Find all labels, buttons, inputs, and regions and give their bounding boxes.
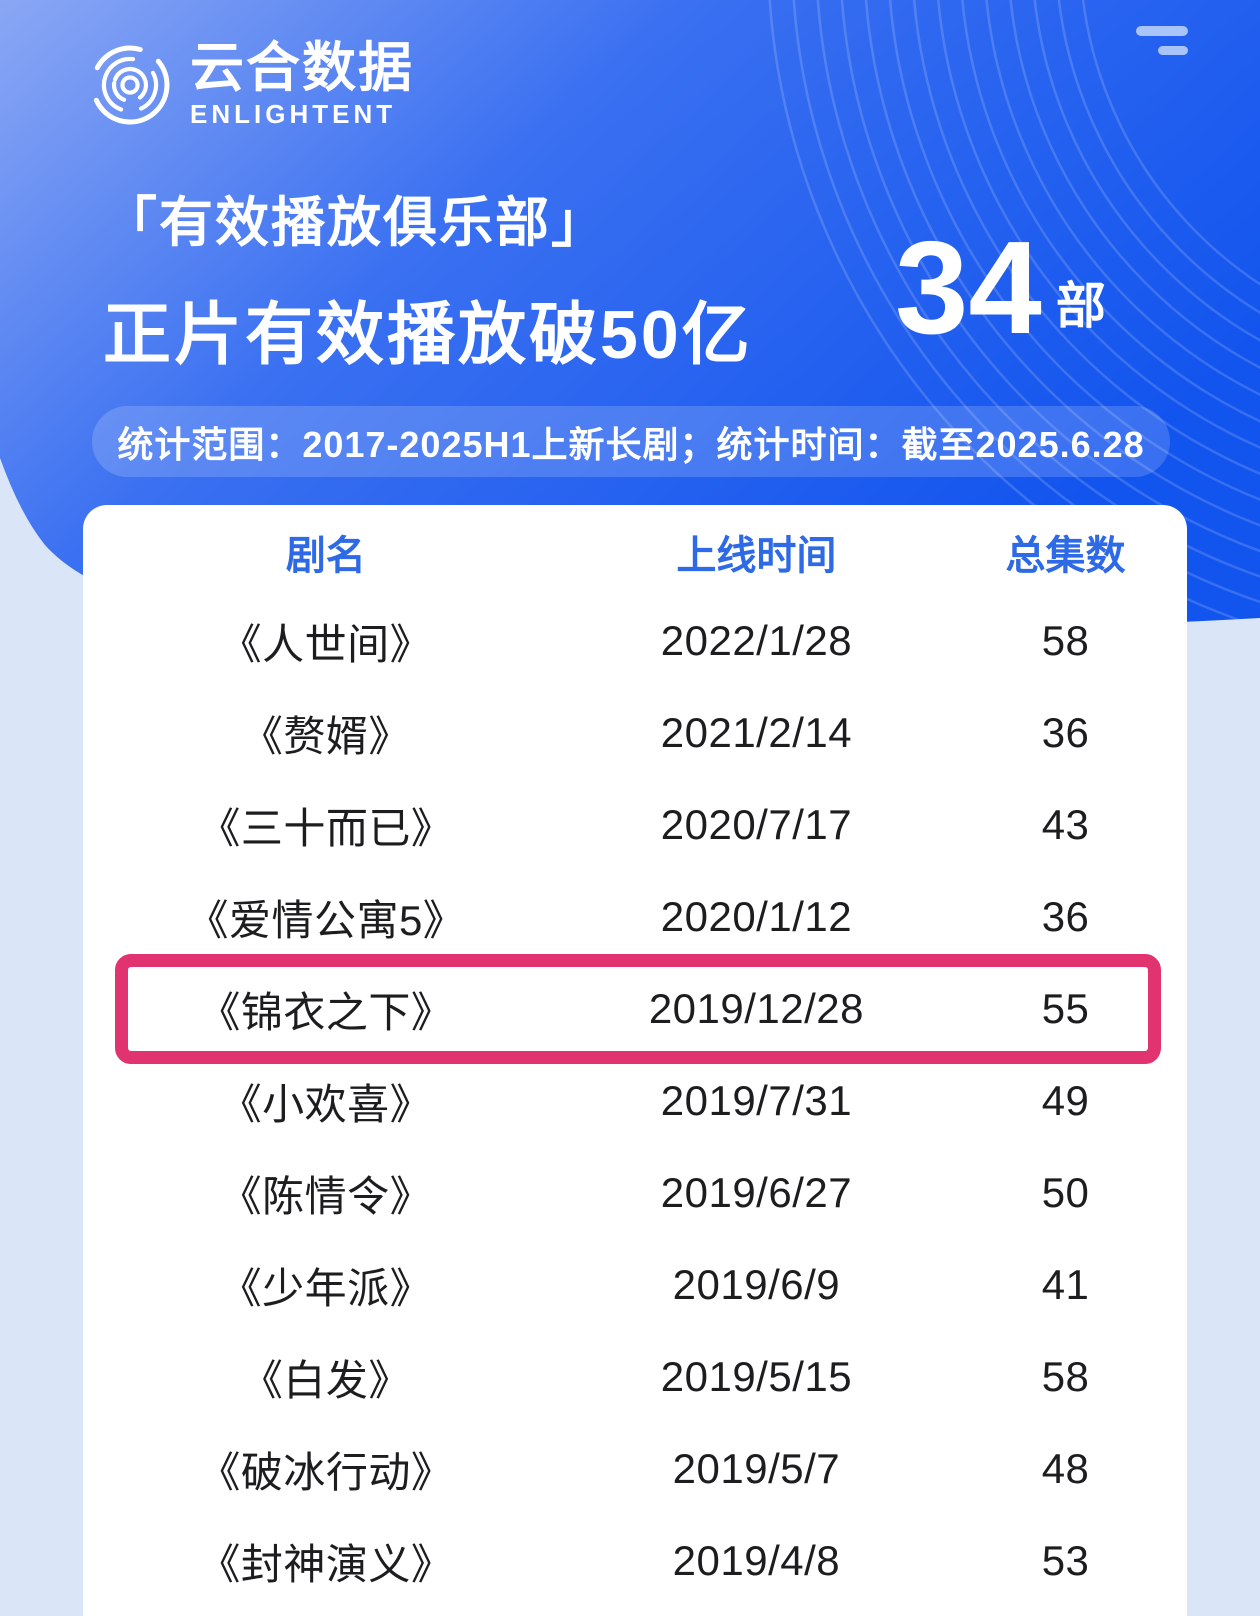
- release-date: 2020/1/12: [660, 893, 853, 940]
- column-header-date: 上线时间: [676, 534, 837, 578]
- table-row: 《赘婿》 2021/2/14 36: [83, 687, 1187, 779]
- total-count-number: 34: [895, 214, 1042, 361]
- episode-count: 53: [1041, 1537, 1090, 1584]
- table-row: 《封神演义》 2019/4/8 53: [83, 1515, 1187, 1607]
- episode-count: 50: [1041, 1169, 1090, 1216]
- table-row: 《少年派》 2019/6/9 41: [83, 1239, 1187, 1331]
- drama-name: 《爱情公寓5》: [186, 896, 466, 944]
- episode-count: 49: [1041, 1077, 1090, 1124]
- stats-scope-bar: 统计范围：2017-2025H1上新长剧；统计时间：截至2025.6.28: [92, 406, 1170, 477]
- drama-name: 《陈情令》: [219, 1172, 433, 1220]
- release-date: 2019/4/8: [672, 1537, 841, 1584]
- episode-count: 55: [1041, 985, 1090, 1032]
- total-count-unit: 部: [1055, 278, 1106, 334]
- episode-count: 41: [1041, 1261, 1090, 1308]
- release-date: 2019/7/31: [660, 1077, 853, 1124]
- release-date: 2019/5/15: [660, 1353, 853, 1400]
- drama-name: 《锦衣之下》: [198, 988, 454, 1036]
- header-background: [0, 0, 1260, 629]
- menu-icon-bar: [1158, 46, 1188, 55]
- table-row: 《锦衣之下》 2019/12/28 55: [83, 954, 1187, 1064]
- drama-name: 《人世间》: [219, 620, 433, 668]
- table-row: 《三十而已》 2020/7/17 43: [83, 779, 1187, 871]
- drama-name: 《少年派》: [219, 1264, 433, 1312]
- release-date: 2019/6/27: [660, 1169, 853, 1216]
- table-row: 《小欢喜》 2019/7/31 49: [83, 1055, 1187, 1147]
- column-header-episodes: 总集数: [1005, 534, 1126, 578]
- episode-count: 43: [1041, 801, 1090, 848]
- drama-name: 《封神演义》: [198, 1540, 454, 1588]
- episode-count: 36: [1041, 893, 1090, 940]
- brand-name-cn: 云合数据: [190, 38, 414, 98]
- header-titles: 「有效播放俱乐部」 正片有效播放破50亿: [103, 178, 753, 378]
- brand-name-en: ENLIGHTENT: [190, 98, 397, 129]
- menu-icon[interactable]: [1126, 26, 1188, 62]
- page-title: 正片有效播放破50亿: [103, 297, 753, 373]
- episode-count: 48: [1041, 1445, 1090, 1492]
- episode-count: 58: [1041, 1353, 1090, 1400]
- drama-name: 《白发》: [240, 1356, 411, 1404]
- release-date: 2019/12/28: [648, 985, 865, 1032]
- header-subtitle: 「有效播放俱乐部」: [103, 193, 607, 253]
- column-header-name: 剧名: [285, 534, 366, 578]
- episode-count: 58: [1041, 617, 1090, 664]
- release-date: 2019/6/9: [672, 1261, 841, 1308]
- drama-name: 《赘婿》: [240, 712, 411, 760]
- menu-icon-bar: [1136, 26, 1188, 36]
- drama-table-card: 剧名 上线时间 总集数 《人世间》 2022/1/28 58 《赘婿》 2021…: [83, 505, 1187, 1616]
- stats-scope-text: 统计范围：2017-2025H1上新长剧；统计时间：截至2025.6.28: [117, 423, 1145, 465]
- table-row: 《人世间》 2022/1/28 58: [83, 595, 1187, 687]
- total-count: 34 部: [895, 222, 1106, 354]
- table-row: 《白发》 2019/5/15 58: [83, 1331, 1187, 1423]
- release-date: 2019/5/7: [672, 1445, 841, 1492]
- table-row: 《破冰行动》 2019/5/7 48: [83, 1423, 1187, 1515]
- table-body: 《人世间》 2022/1/28 58 《赘婿》 2021/2/14 36 《三十…: [83, 595, 1187, 1607]
- drama-name: 《小欢喜》: [219, 1080, 433, 1128]
- table-row: 《陈情令》 2019/6/27 50: [83, 1147, 1187, 1239]
- drama-name: 《破冰行动》: [198, 1448, 454, 1496]
- release-date: 2022/1/28: [660, 617, 853, 664]
- episode-count: 36: [1041, 709, 1090, 756]
- release-date: 2020/7/17: [660, 801, 853, 848]
- enlightent-rings-icon: [90, 45, 170, 125]
- table-header-row: 剧名 上线时间 总集数: [83, 519, 1187, 585]
- brand-logo: 云合数据 ENLIGHTENT: [88, 40, 414, 130]
- table-row: 《爱情公寓5》 2020/1/12 36: [83, 871, 1187, 963]
- release-date: 2021/2/14: [660, 709, 853, 756]
- drama-name: 《三十而已》: [198, 804, 454, 852]
